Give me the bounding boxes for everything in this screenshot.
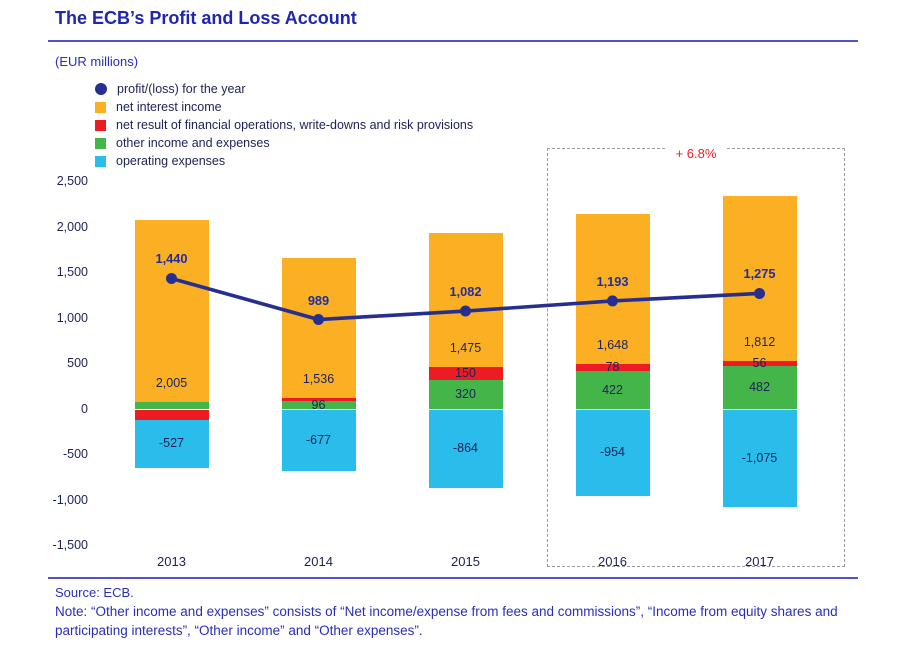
y-axis-tick-label: 1,500 [56,265,88,279]
bottom-divider [48,577,858,579]
bar-value-label-2017-net-interest-income: 1,812 [743,334,776,349]
profit-loss-marker-2017-icon [754,287,765,299]
legend-label-operating-expenses: operating expenses [116,154,226,168]
bar-2014-net-interest-income [281,257,356,398]
bar-2014-financial-operations-result [281,397,356,401]
y-axis-tick-label: 500 [67,356,88,370]
profit-loss-marker-2014-icon [313,314,324,326]
y-axis-tick-label: -1,500 [52,538,88,552]
profit-loss-marker-2016-icon [607,295,618,307]
bar-2015-operating-expenses [428,409,503,489]
x-axis-label-2016: 2016 [598,554,627,569]
growth-annotation: + 6.8% [665,145,727,162]
bar-2014-operating-expenses [281,409,356,472]
bar-2015-financial-operations-result [428,366,503,381]
x-axis-label-2017: 2017 [745,554,774,569]
x-axis-label-2015: 2015 [451,554,480,569]
x-axis-label-2013: 2013 [157,554,186,569]
bar-value-label-2015-net-interest-income: 1,475 [449,340,482,355]
legend-item-other-income-expenses: other income and expenses [95,134,473,152]
legend-marker-other-income-expenses-icon [95,137,106,149]
legend-item-operating-expenses: operating expenses [95,152,473,170]
bar-2016-operating-expenses [575,409,650,497]
bar-2017-net-interest-income [722,195,797,361]
y-axis-tick-label: -1,000 [52,492,88,507]
bar-2013-financial-operations-result [134,409,209,420]
bar-value-label-2015-financial-operations-result: 150 [455,366,476,381]
profit-loss-line [166,272,765,326]
profit-loss-label-2013: 1,440 [155,251,188,267]
legend-marker-net-interest-income-icon [95,101,106,113]
source-text: Source: ECB. [55,585,134,600]
profit-loss-label-2016: 1,193 [596,273,629,289]
legend-label-financial-operations-result: net result of financial operations, writ… [116,118,474,132]
profit-loss-marker-2013-icon [166,272,177,284]
bar-value-label-2015-operating-expenses: -864 [452,441,479,456]
profit-loss-label-2014: 989 [307,292,330,308]
note-text: Note: “Other income and expenses” consis… [55,604,838,638]
legend-label-profit-loss: profit/(loss) for the year [117,82,246,96]
bar-2016-other-income-expenses [575,371,650,410]
legend-item-profit-loss: profit/(loss) for the year [95,80,473,98]
legend-item-net-interest-income: net interest income [95,98,473,116]
legend-item-financial-operations-result: net result of financial operations, writ… [95,116,473,134]
bar-2013-net-interest-income [134,220,209,403]
page-title: The ECB’s Profit and Loss Account [55,8,357,28]
y-axis-tick-label: -500 [62,447,88,461]
bar-value-label-2013-operating-expenses: -527 [158,436,185,451]
bar-2013-other-income-expenses [134,402,209,410]
bar-2015-other-income-expenses [428,380,503,410]
legend-label-other-income-expenses: other income and expenses [116,136,270,150]
bar-2016-financial-operations-result [575,364,650,372]
y-axis-tick-label: 2,000 [56,219,88,234]
bar-2017-other-income-expenses [722,365,797,410]
profit-loss-label-2017: 1,275 [743,266,776,282]
bar-value-label-2016-net-interest-income: 1,648 [596,338,629,352]
bar-2016-net-interest-income [575,214,650,364]
bar-value-label-2016-financial-operations-result: 78 [605,360,620,375]
top-divider [48,40,858,42]
chart-area: + 6.8% 2,500 2,000 1,500 1,000 500 0 -500 -1,00… [0,145,906,575]
legend-marker-profit-loss-icon [95,83,107,95]
y-axis-tick-label: 2,500 [56,174,88,188]
legend-label-net-interest-income: net interest income [116,100,222,114]
axis-unit-label: (EUR millions) [55,54,139,69]
profit-loss-label-2015: 1,082 [449,284,482,300]
x-axis-label-2014: 2014 [304,554,333,569]
bar-value-label-2017-financial-operations-result: 56 [752,355,767,370]
bar-value-label-2016-operating-expenses: -954 [599,445,626,460]
bar-2015-net-interest-income [428,232,503,367]
legend: profit/(loss) for the year net interest i… [95,80,473,170]
y-axis-tick-label: 0 [81,401,88,416]
legend-marker-financial-operations-result-icon [95,119,106,131]
legend-marker-operating-expenses-icon [95,155,106,167]
bar-value-label-2016-other-income-expenses: 422 [602,382,623,397]
bar-2017-operating-expenses [722,409,797,508]
y-axis-tick-label: 1,000 [56,310,88,325]
bar-2014-other-income-expenses [281,400,356,410]
bar-value-label-2017-operating-expenses: -1,075 [741,450,778,465]
bar-value-label-2013-net-interest-income: 2,005 [155,376,188,391]
bar-value-label-2014-net-interest-income: 1,536 [302,371,335,386]
bar-value-label-2015-other-income-expenses: 320 [455,387,476,402]
bar-value-label-2017-other-income-expenses: 482 [749,380,770,395]
profit-loss-marker-2015-icon [460,305,471,317]
bar-value-label-2014-operating-expenses: -677 [305,432,332,447]
bar-value-label-2014-other-income-expenses: 96 [311,397,326,412]
bar-2013-operating-expenses [134,419,209,468]
bar-2017-financial-operations-result [722,360,797,366]
